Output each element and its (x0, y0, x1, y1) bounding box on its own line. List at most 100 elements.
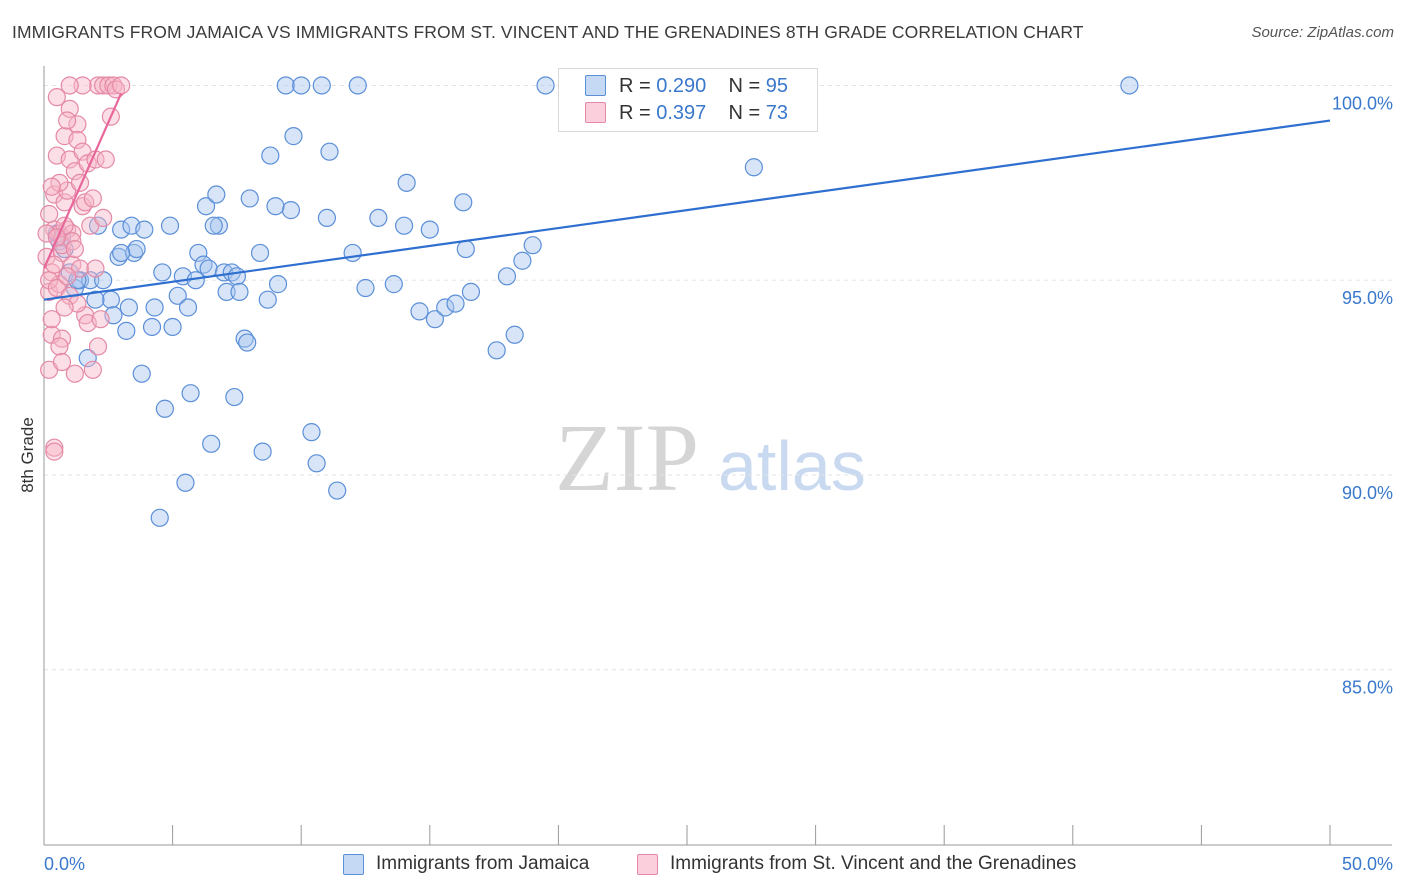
data-point-jamaica (163, 317, 182, 337)
data-point-jamaica (461, 282, 481, 302)
data-point-jamaica (101, 290, 120, 309)
data-point-jamaica (150, 508, 169, 527)
bottom-legend-jamaica: Immigrants from Jamaica (343, 850, 589, 878)
data-point-jamaica (307, 454, 326, 473)
data-point-jamaica (199, 259, 218, 278)
legend-swatch-pink (637, 853, 658, 875)
data-point-jamaica (145, 298, 164, 317)
data-point-jamaica (176, 473, 195, 492)
data-point-jamaica (268, 275, 288, 294)
legend-row-jamaica: R = 0.290 N = 95 (585, 73, 789, 99)
data-point-jamaica (425, 310, 445, 329)
data-point-jamaica (127, 239, 146, 259)
data-point-stvincent (94, 208, 113, 228)
data-point-jamaica (230, 282, 249, 302)
data-point-stvincent (83, 189, 102, 208)
data-point-jamaica (204, 216, 223, 235)
data-point-jamaica (132, 364, 151, 383)
chart-title: IMMIGRANTS FROM JAMAICA VS IMMIGRANTS FR… (12, 22, 1084, 42)
data-point-stvincent (55, 298, 74, 317)
data-point-jamaica (284, 127, 303, 146)
watermark-zip: ZIP (555, 404, 699, 511)
legend-n-label: N = (728, 101, 766, 124)
data-point-jamaica (196, 197, 216, 216)
data-point-jamaica (320, 142, 339, 161)
legend-r-label: R = (619, 101, 657, 124)
data-point-jamaica (328, 481, 347, 500)
y-tick-label: 85.0% (1342, 678, 1393, 698)
trend-line-jamaica (43, 119, 1331, 301)
data-point-jamaica (312, 76, 331, 95)
data-point-jamaica (225, 387, 244, 407)
data-point-stvincent (91, 310, 110, 329)
bottom-legend-label: Immigrants from Jamaica (376, 853, 590, 874)
data-point-jamaica (513, 251, 532, 270)
data-point-jamaica (227, 267, 246, 286)
data-point-stvincent (45, 438, 64, 457)
data-point-jamaica (394, 216, 414, 235)
data-point-jamaica (369, 208, 388, 228)
source-label: Source: ZipAtlas.com (1251, 24, 1394, 41)
data-point-jamaica (420, 220, 439, 239)
data-point-stvincent (65, 364, 84, 383)
data-point-jamaica (505, 325, 524, 344)
data-point-jamaica (181, 384, 200, 403)
data-point-jamaica (238, 333, 257, 352)
x-tick-label: 0.0% (44, 854, 85, 874)
data-point-jamaica (209, 216, 228, 235)
data-point-jamaica (454, 193, 473, 212)
data-point-stvincent (68, 115, 87, 134)
data-point-jamaica (253, 442, 272, 461)
data-point-jamaica (250, 243, 270, 263)
data-point-stvincent (68, 130, 87, 150)
data-point-jamaica (343, 243, 362, 263)
data-point-jamaica (189, 243, 208, 263)
data-point-jamaica (744, 158, 763, 177)
data-point-jamaica (487, 341, 506, 360)
data-point-stvincent (50, 337, 69, 356)
data-point-jamaica (384, 275, 403, 294)
data-point-stvincent (73, 76, 92, 95)
legend-n-value: 95 (765, 74, 789, 97)
data-point-jamaica (261, 146, 280, 165)
data-point-jamaica (258, 290, 277, 309)
data-point-jamaica (160, 216, 180, 235)
data-point-jamaica (410, 302, 429, 321)
data-point-stvincent (86, 259, 105, 278)
y-tick-label: 90.0% (1342, 483, 1393, 503)
data-point-stvincent (58, 111, 77, 130)
data-point-jamaica (112, 243, 131, 263)
data-point-jamaica (178, 298, 198, 317)
data-point-jamaica (86, 290, 105, 309)
data-point-stvincent (88, 76, 108, 95)
y-axis-title: 8th Grade (18, 417, 37, 493)
bottom-legend-label: Immigrants from St. Vincent and the Gren… (670, 853, 1077, 874)
data-point-stvincent (37, 224, 56, 243)
data-point-jamaica (397, 173, 416, 192)
data-point-jamaica (523, 236, 542, 255)
data-point-jamaica (348, 76, 367, 95)
data-point-jamaica (317, 208, 337, 228)
data-point-jamaica (436, 298, 455, 317)
data-point-jamaica (356, 278, 375, 298)
legend-swatch-blue (343, 853, 364, 875)
data-point-stvincent (47, 88, 66, 107)
legend-row-stvincent: R = 0.397 N = 73 (585, 100, 788, 126)
legend-r-value: 0.290 (656, 74, 707, 97)
data-point-jamaica (266, 197, 285, 216)
legend-r-value: 0.397 (656, 101, 707, 124)
data-point-jamaica (168, 286, 187, 305)
watermark-atlas: atlas (718, 427, 866, 505)
data-point-stvincent (112, 76, 131, 95)
data-point-jamaica (202, 434, 221, 453)
data-point-jamaica (112, 220, 131, 239)
legend-swatch-blue (585, 75, 606, 96)
data-point-stvincent (58, 267, 77, 286)
data-point-stvincent (60, 99, 79, 118)
data-point-jamaica (78, 349, 97, 368)
data-point-jamaica (240, 189, 259, 208)
data-point-jamaica (207, 185, 226, 204)
legend-r-label: R = (619, 74, 657, 97)
data-point-stvincent (65, 239, 84, 259)
